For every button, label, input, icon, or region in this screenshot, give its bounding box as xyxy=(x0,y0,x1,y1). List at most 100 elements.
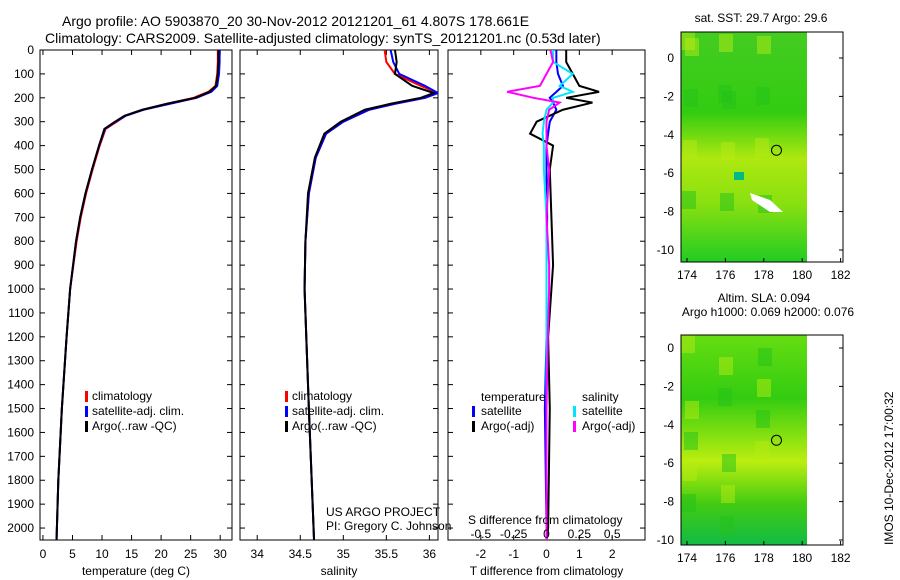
x-tick-label: 20 xyxy=(154,547,168,561)
legend-label: climatology xyxy=(292,389,352,403)
x-tick-label: 34.5 xyxy=(289,547,313,561)
series-line-climatology xyxy=(55,50,219,540)
map-patch xyxy=(721,485,735,503)
map-y-tick-label: -2 xyxy=(663,379,674,393)
x-tick-label: 2 xyxy=(609,547,616,561)
series-line-t-satellite xyxy=(543,50,565,540)
title-line-1: Argo profile: AO 5903870_20 30-Nov-2012 … xyxy=(62,13,530,29)
y-tick-label: 1200 xyxy=(7,330,34,344)
x-tick-label: -2 xyxy=(475,547,486,561)
map-y-tick-label: -4 xyxy=(663,128,674,142)
map-patch xyxy=(683,140,697,158)
map-y-tick-label: -2 xyxy=(663,89,674,103)
map-frame xyxy=(680,31,844,263)
difference-panel: -2 -1 0 1 2 T difference from climatology temp… xyxy=(447,49,646,578)
legend-label: Argo(..raw -QC) xyxy=(292,419,377,433)
legend-swatch xyxy=(573,406,576,417)
map-patch xyxy=(685,401,699,419)
x2-tick-label: 0.5 xyxy=(604,527,621,541)
y-tick-label: 2000 xyxy=(7,521,34,535)
sst-map: 174 176 178 180 182 0 -2 -4 -6 -8 -10 sat. SST: 29.… xyxy=(657,11,851,282)
x-tick-label: 25 xyxy=(184,547,198,561)
y-tick-label: 200 xyxy=(14,91,34,105)
argo-position-marker xyxy=(770,434,782,446)
map-patch xyxy=(685,38,699,56)
map-patch xyxy=(758,348,772,366)
plot-frame xyxy=(239,49,439,541)
map-y-tick-label: -6 xyxy=(663,166,674,180)
map-patch xyxy=(720,193,734,211)
map-y-tick-label: -6 xyxy=(663,456,674,470)
map-patch xyxy=(757,36,771,54)
map-patch xyxy=(681,335,695,353)
y-tick-label: 1800 xyxy=(7,473,34,487)
map-patch xyxy=(755,441,769,459)
x-axis-label: salinity xyxy=(321,564,358,578)
y-tick-label: 500 xyxy=(14,163,34,177)
map-frame xyxy=(680,334,844,546)
map-field xyxy=(681,335,807,545)
legend-swatch xyxy=(285,406,288,417)
map-title: Altim. SLA: 0.094 xyxy=(718,291,811,305)
map-x-tick-label: 182 xyxy=(831,551,851,565)
y-tick-label: 1900 xyxy=(7,497,34,511)
legend-label: Argo(..raw -QC) xyxy=(92,419,177,433)
map-patch xyxy=(734,172,744,180)
x-axis-label: temperature (deg C) xyxy=(82,564,190,578)
map-subtitle: Argo h1000: 0.069 h2000: 0.076 xyxy=(682,305,854,319)
x2-tick-label: -0.25 xyxy=(500,527,528,541)
side-stamp: IMOS 10-Dec-2012 17:00:32 xyxy=(882,391,896,545)
legend-label: satellite-adj. clim. xyxy=(92,404,184,418)
legend-swatch xyxy=(285,391,288,402)
y-tick-label: 1100 xyxy=(8,306,34,320)
legend-swatch xyxy=(573,421,576,432)
series-line-argo-raw-qc- xyxy=(55,50,220,540)
map-field xyxy=(681,32,807,262)
y-tick-label: 600 xyxy=(14,186,34,200)
map-patch xyxy=(755,138,769,156)
legend-swatch xyxy=(285,421,288,432)
x-tick-label: 36 xyxy=(423,547,437,561)
x-tick-label: 0 xyxy=(40,547,47,561)
x-axis-label: T difference from climatology xyxy=(470,564,624,578)
map-title: sat. SST: 29.7 Argo: 29.6 xyxy=(695,11,828,25)
y-tick-label: 1700 xyxy=(7,449,34,463)
map-patch xyxy=(757,379,771,397)
map-y-tick-label: 0 xyxy=(667,341,674,355)
x-tick-label: 30 xyxy=(214,547,228,561)
map-patch xyxy=(683,463,697,481)
legend-swatch xyxy=(85,406,88,417)
map-x-tick-label: 174 xyxy=(677,551,697,565)
y-tick-label: 1600 xyxy=(7,425,34,439)
x-tick-label: 15 xyxy=(125,547,139,561)
credit-line-1: US ARGO PROJECT xyxy=(326,505,441,519)
legend-label: satellite xyxy=(481,404,522,418)
map-patch xyxy=(682,494,696,512)
x2-tick-label: 0.25 xyxy=(568,527,592,541)
x2-tick-label: -0.5 xyxy=(470,527,491,541)
title-line-2: Climatology: CARS2009. Satellite-adjuste… xyxy=(45,30,601,46)
map-patch xyxy=(718,388,732,406)
y-tick-label: 900 xyxy=(14,258,34,272)
x2-tick-label: 0 xyxy=(543,527,550,541)
legend-label: climatology xyxy=(92,389,152,403)
map-y-tick-label: -10 xyxy=(657,243,675,257)
y-tick-label: 1000 xyxy=(7,282,34,296)
map-x-tick-label: 176 xyxy=(715,268,735,282)
map-y-tick-label: -8 xyxy=(663,495,674,509)
map-patch xyxy=(684,89,698,107)
sla-map: 174 176 178 180 182 0 -2 -4 -6 -8 -10 Altim. SLA: 0… xyxy=(657,291,855,565)
map-patch xyxy=(682,191,696,209)
y-tick-label: 0 xyxy=(27,43,34,57)
y-tick-label: 300 xyxy=(14,115,34,129)
map-x-tick-label: 174 xyxy=(677,268,697,282)
map-patch xyxy=(720,516,734,534)
series-line-s-satellite xyxy=(541,50,576,540)
x-tick-label: 10 xyxy=(95,547,109,561)
map-x-tick-label: 178 xyxy=(754,551,774,565)
map-x-tick-label: 178 xyxy=(754,268,774,282)
map-patch xyxy=(722,91,736,109)
x-tick-label: 35.5 xyxy=(375,547,399,561)
map-y-tick-label: 0 xyxy=(667,51,674,65)
